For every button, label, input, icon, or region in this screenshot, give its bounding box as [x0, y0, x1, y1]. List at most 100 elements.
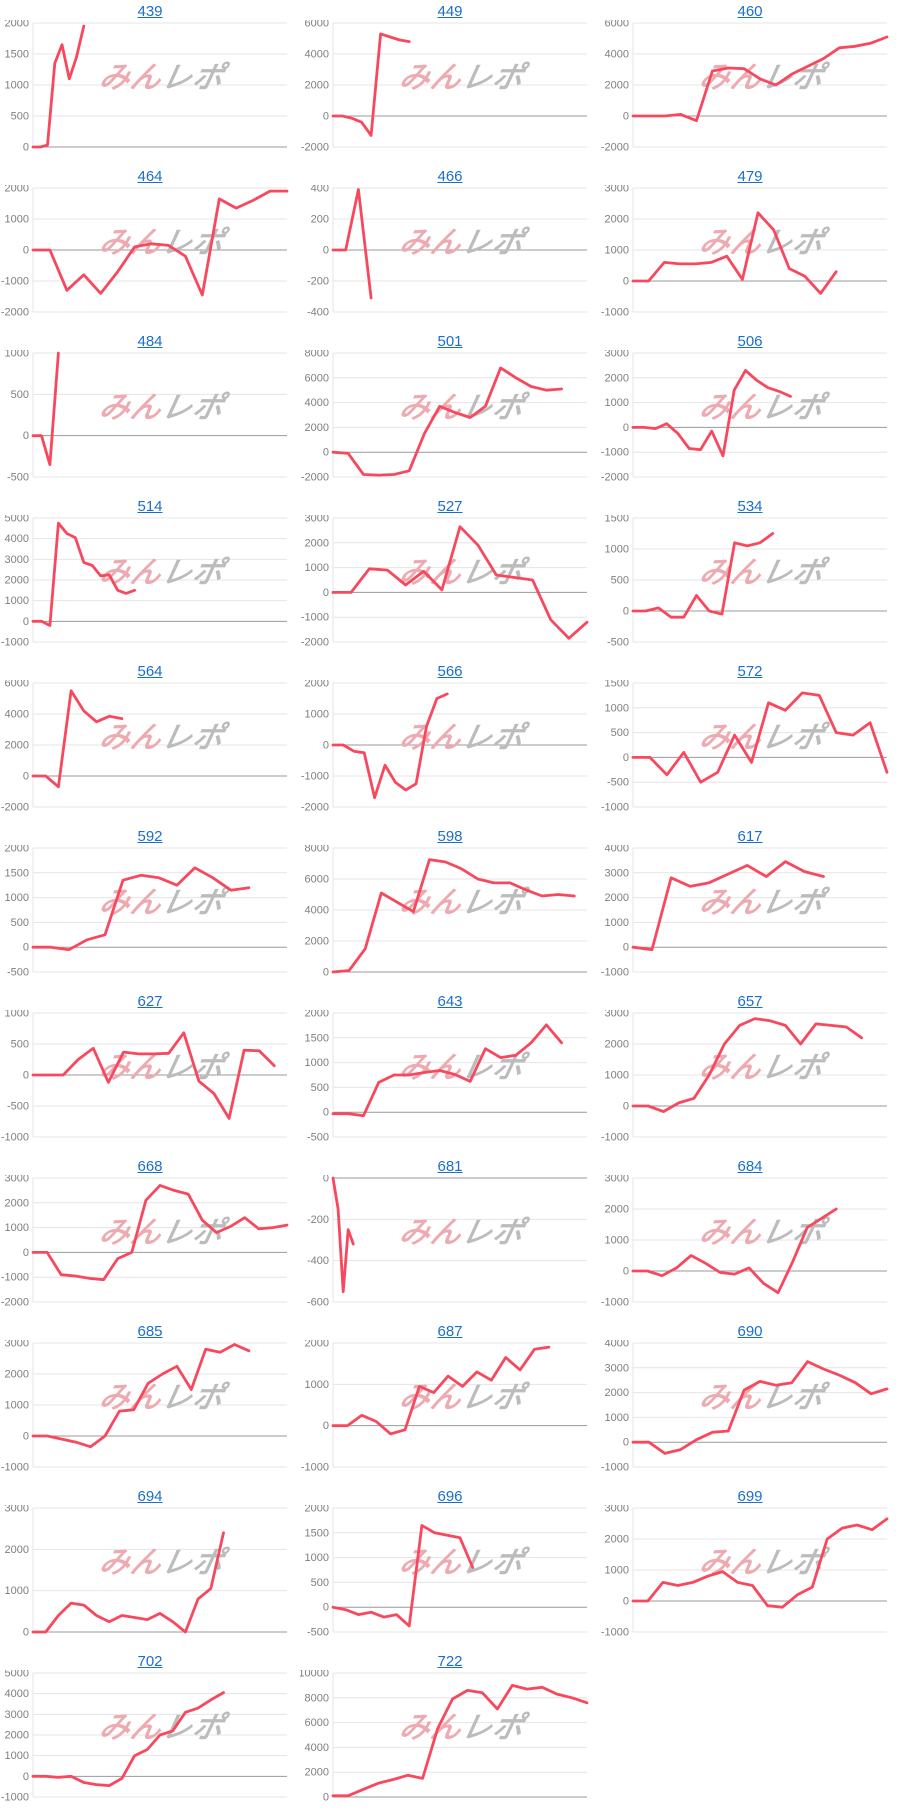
chart-cell: 566 -2000 -1000 0 1000 2000 みんレポ [300, 660, 600, 825]
y-tick-label: 2000 [5, 1369, 29, 1381]
data-line [31, 24, 86, 149]
y-tick-label: 0 [623, 1437, 629, 1449]
chart-title-link[interactable]: 643 [437, 993, 463, 1010]
chart-cell: 696 -500 0 500 1000 1500 2000 みんレポ [300, 1485, 600, 1650]
y-tick-label: 3000 [605, 1505, 629, 1515]
watermark-part2: レポ [159, 721, 232, 755]
watermark-part2: レポ [459, 391, 532, 425]
y-tick-label: 2000 [605, 214, 629, 226]
chart-title-link[interactable]: 684 [737, 1158, 763, 1175]
watermark-part1: みん [397, 1712, 467, 1745]
y-tick-label: 0 [323, 245, 329, 257]
y-tick-label: 1000 [605, 1412, 629, 1424]
line-chart: -500 0 500 1000 1500 2000 みんレポ [305, 1505, 587, 1636]
y-tick-label: 6000 [305, 372, 329, 384]
chart-title-link[interactable]: 696 [437, 1488, 463, 1505]
y-tick-label: 0 [323, 447, 329, 459]
line-chart: -2000 0 2000 4000 6000 みんレポ [301, 20, 587, 151]
y-tick-label: 0 [23, 1247, 29, 1259]
y-tick-label: 400 [311, 185, 329, 195]
chart-title-link[interactable]: 506 [737, 333, 763, 350]
chart-title-link[interactable]: 460 [737, 3, 763, 20]
y-tick-label: 1000 [305, 1057, 329, 1069]
data-line [331, 1345, 551, 1436]
chart-title-link[interactable]: 699 [737, 1488, 763, 1505]
data-line [631, 368, 792, 458]
y-tick-label: 1500 [605, 515, 629, 525]
line-chart: -1000 0 1000 2000 3000 4000 みんレポ [601, 845, 887, 976]
data-line [331, 32, 411, 137]
chart-title-link[interactable]: 484 [137, 333, 163, 350]
chart-cell: 534 -500 0 500 1000 1500 みんレポ [600, 495, 900, 660]
watermark-logo: みんレポ [97, 1381, 232, 1415]
chart-title-link[interactable]: 722 [437, 1653, 463, 1670]
y-tick-label: 1500 [605, 680, 629, 690]
chart-title-link[interactable]: 449 [437, 3, 463, 20]
line-chart: -500 0 500 1000 1500 みんレポ [605, 515, 887, 646]
y-tick-label: 0 [23, 1771, 29, 1783]
chart-title-link[interactable]: 439 [137, 3, 163, 20]
y-tick-label: 0 [23, 1070, 29, 1082]
chart-title-link[interactable]: 598 [437, 828, 463, 845]
chart-title-link[interactable]: 668 [137, 1158, 163, 1175]
y-tick-label: 3000 [605, 867, 629, 879]
watermark-part1: みん [397, 227, 467, 260]
line-chart: 0 2000 4000 6000 8000 10000 みんレポ [300, 1670, 589, 1802]
y-tick-label: -1000 [601, 1462, 629, 1472]
y-tick-label: 2000 [605, 1039, 629, 1051]
chart-title-link[interactable]: 702 [137, 1653, 163, 1670]
chart-title-link[interactable]: 657 [737, 993, 763, 1010]
data-line [631, 1360, 889, 1455]
chart-title-link[interactable]: 627 [137, 993, 163, 1010]
chart-title-link[interactable]: 514 [137, 498, 163, 515]
watermark-part1: みん [97, 722, 167, 755]
watermark-logo: みんレポ [697, 721, 832, 755]
watermark-part1: みん [397, 1052, 467, 1085]
chart-cell: 439 0 500 1000 1500 2000 みんレポ [0, 0, 300, 165]
line-chart: -1000 0 1000 2000 3000 4000 みんレポ [601, 1340, 889, 1472]
chart-cell: 694 0 1000 2000 3000 みんレポ [0, 1485, 300, 1650]
watermark-part1: みん [397, 62, 467, 95]
chart-title-link[interactable]: 592 [137, 828, 163, 845]
chart-title-link[interactable]: 534 [737, 498, 763, 515]
chart-title-link[interactable]: 681 [437, 1158, 463, 1175]
watermark-part2: レポ [159, 226, 232, 260]
chart-cell: 592 -500 0 500 1000 1500 2000 みんレポ [0, 825, 300, 990]
line-chart: -600 -400 -200 0 みんレポ [307, 1175, 587, 1306]
y-tick-label: 0 [323, 1792, 329, 1802]
watermark-part1: みん [97, 887, 167, 920]
watermark-logo: みんレポ [97, 61, 232, 95]
data-line [631, 691, 889, 784]
line-chart: -2000 0 2000 4000 6000 8000 みんレポ [301, 350, 587, 481]
y-tick-label: -1000 [601, 1132, 629, 1142]
chart-title-link[interactable]: 690 [737, 1323, 763, 1340]
chart-title-link[interactable]: 685 [137, 1323, 163, 1340]
y-tick-label: 0 [323, 1175, 329, 1185]
y-tick-label: 0 [23, 942, 29, 954]
chart-title-link[interactable]: 501 [437, 333, 463, 350]
chart-title-link[interactable]: 464 [137, 168, 163, 185]
chart-title-link[interactable]: 479 [737, 168, 763, 185]
y-tick-label: -2000 [601, 472, 629, 482]
y-tick-label: 2000 [305, 936, 329, 948]
chart-title-link[interactable]: 566 [437, 663, 463, 680]
y-tick-label: 0 [623, 1266, 629, 1278]
line-chart: -1000 0 1000 2000 3000 みんレポ [601, 1010, 887, 1142]
chart-title-link[interactable]: 527 [437, 498, 463, 515]
chart-title-link[interactable]: 564 [137, 663, 163, 680]
watermark-part1: みん [397, 1382, 467, 1415]
y-tick-label: 500 [311, 1082, 329, 1094]
y-tick-label: 5000 [5, 515, 29, 525]
y-tick-label: 2000 [5, 1197, 29, 1209]
chart-cell: 722 0 2000 4000 6000 8000 10000 みんレポ [300, 1650, 600, 1815]
chart-title-link[interactable]: 694 [137, 1488, 163, 1505]
y-tick-label: 1000 [5, 595, 29, 607]
y-tick-label: 2000 [605, 1387, 629, 1399]
line-chart: -1000 0 1000 2000 3000 4000 5000 みんレポ [1, 515, 287, 646]
chart-title-link[interactable]: 572 [737, 663, 763, 680]
chart-title-link[interactable]: 617 [737, 828, 763, 845]
chart-title-link[interactable]: 687 [437, 1323, 463, 1340]
y-tick-label: 2000 [305, 80, 329, 92]
chart-title-link[interactable]: 466 [437, 168, 463, 185]
y-tick-label: 2000 [5, 185, 29, 195]
